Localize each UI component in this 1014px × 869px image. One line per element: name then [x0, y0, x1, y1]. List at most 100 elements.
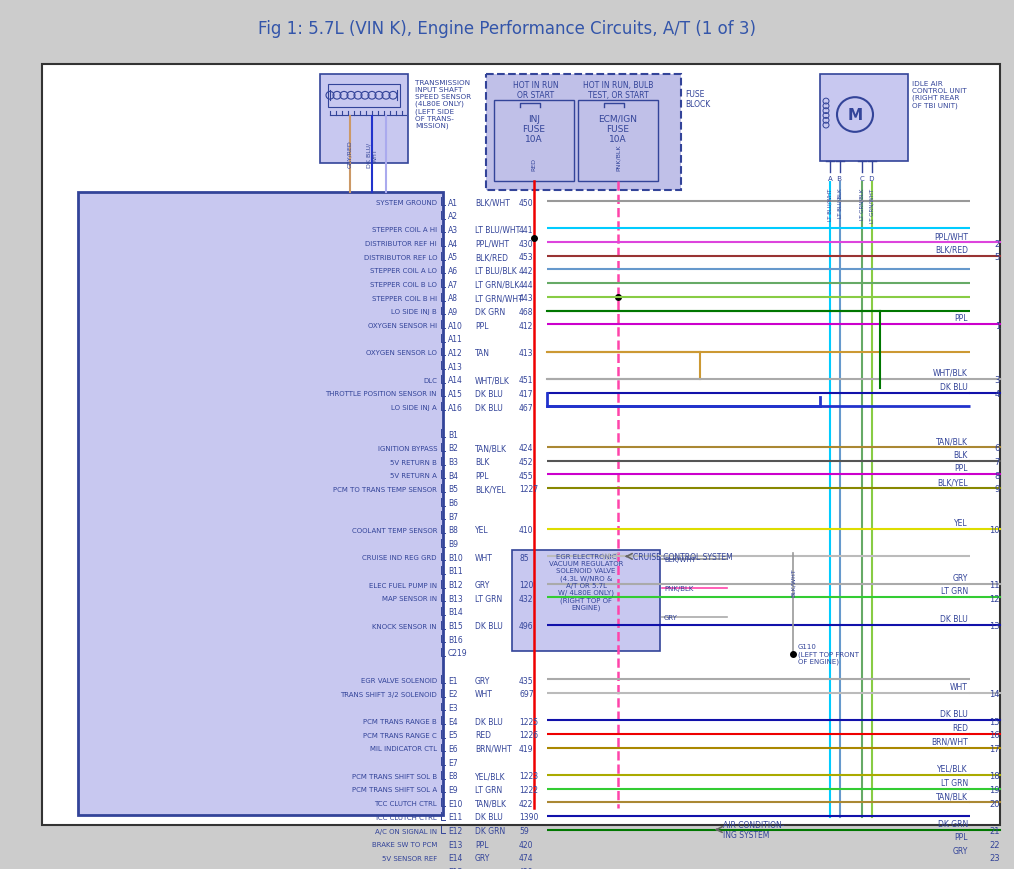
Text: 14: 14	[990, 689, 1000, 699]
Text: ECM/IGN
FUSE
10A: ECM/IGN FUSE 10A	[598, 115, 638, 144]
Text: DK GRN: DK GRN	[475, 826, 505, 835]
Text: WHT/BLK: WHT/BLK	[475, 376, 510, 385]
Text: HOT IN RUN
OR START: HOT IN RUN OR START	[513, 81, 559, 100]
Text: DK BLU: DK BLU	[475, 621, 503, 630]
Text: 410: 410	[519, 526, 533, 534]
Text: PNK/BLK: PNK/BLK	[664, 586, 694, 592]
Text: DK BLU/
WHT: DK BLU/ WHT	[367, 143, 377, 169]
Text: 2: 2	[995, 239, 1000, 249]
Text: 18: 18	[990, 772, 1000, 780]
Text: TRANS SHIFT 3/2 SOLENOID: TRANS SHIFT 3/2 SOLENOID	[341, 691, 437, 697]
Text: ELEC FUEL PUMP IN: ELEC FUEL PUMP IN	[369, 582, 437, 588]
Text: A7: A7	[448, 281, 458, 289]
Text: E2: E2	[448, 689, 457, 699]
Text: B5: B5	[448, 485, 458, 494]
Text: E11: E11	[448, 813, 462, 821]
Text: 1390: 1390	[519, 813, 538, 821]
Text: WHT: WHT	[950, 682, 968, 691]
Bar	[578, 101, 658, 182]
Text: A  B: A B	[828, 176, 842, 182]
Text: GRY: GRY	[475, 853, 491, 862]
Text: E14: E14	[448, 853, 462, 862]
Text: 455: 455	[519, 471, 533, 481]
Text: 439: 439	[519, 867, 533, 869]
Text: GRY: GRY	[952, 846, 968, 855]
Text: 11: 11	[990, 580, 1000, 589]
Text: 467: 467	[519, 403, 533, 412]
Text: BRN/WHT: BRN/WHT	[475, 744, 512, 753]
Text: 413: 413	[519, 348, 533, 357]
Text: BLK/WHT: BLK/WHT	[475, 198, 510, 208]
Text: PCM TRANS RANGE C: PCM TRANS RANGE C	[363, 732, 437, 738]
Text: LT GRN/WHT: LT GRN/WHT	[869, 189, 874, 222]
Text: BLK/RED: BLK/RED	[935, 246, 968, 255]
Text: 13: 13	[990, 621, 1000, 630]
Text: CRUISE CONTROL SYSTEM: CRUISE CONTROL SYSTEM	[633, 552, 733, 561]
Text: GRY: GRY	[475, 676, 491, 685]
Text: 17: 17	[990, 744, 1000, 753]
Text: DK BLU: DK BLU	[475, 813, 503, 821]
Text: LT GRN/BLK: LT GRN/BLK	[860, 189, 865, 220]
Text: RED: RED	[952, 723, 968, 732]
Text: 424: 424	[519, 444, 533, 453]
Text: 1222: 1222	[519, 785, 538, 794]
Text: E15: E15	[448, 867, 462, 869]
Text: 1226: 1226	[519, 731, 538, 740]
Text: WHT: WHT	[475, 554, 493, 562]
Text: WHT/BLK: WHT/BLK	[933, 368, 968, 377]
Text: DK GRN: DK GRN	[475, 308, 505, 316]
Text: 443: 443	[519, 294, 533, 303]
Text: GRY/RED: GRY/RED	[348, 141, 353, 169]
Text: LO SIDE INJ B: LO SIDE INJ B	[391, 309, 437, 315]
Text: TAN/BLK: TAN/BLK	[936, 792, 968, 800]
Text: A15: A15	[448, 389, 462, 399]
Text: E4: E4	[448, 717, 457, 726]
Text: STEPPER COIL B HI: STEPPER COIL B HI	[372, 295, 437, 302]
Text: E6: E6	[448, 744, 457, 753]
Text: 417: 417	[519, 389, 533, 399]
Text: PCM TRANS RANGE B: PCM TRANS RANGE B	[363, 719, 437, 725]
Text: PCM TO TRANS TEMP SENSOR: PCM TO TRANS TEMP SENSOR	[334, 487, 437, 493]
Text: BLK/WHT: BLK/WHT	[791, 567, 796, 596]
Text: COOLANT TEMP SENSOR: COOLANT TEMP SENSOR	[352, 527, 437, 534]
Text: STEPPER COIL A LO: STEPPER COIL A LO	[370, 269, 437, 274]
Text: DK BLU: DK BLU	[940, 614, 968, 623]
Text: 441: 441	[519, 226, 533, 235]
Text: 442: 442	[519, 267, 533, 275]
Text: LT GRN: LT GRN	[941, 778, 968, 786]
Text: B2: B2	[448, 444, 458, 453]
Text: A4: A4	[448, 239, 458, 249]
Text: LT BLU/BLK: LT BLU/BLK	[838, 189, 843, 218]
Text: E3: E3	[448, 703, 457, 713]
Text: BLK: BLK	[953, 450, 968, 459]
Text: 5V RETURN B: 5V RETURN B	[390, 459, 437, 465]
Text: GRY: GRY	[664, 614, 678, 620]
Text: E13: E13	[448, 839, 462, 849]
Text: 496: 496	[519, 621, 533, 630]
Text: OXYGEN SENSOR LO: OXYGEN SENSOR LO	[366, 350, 437, 356]
Text: B8: B8	[448, 526, 458, 534]
Text: YEL/BLK: YEL/BLK	[475, 772, 506, 780]
Text: 474: 474	[519, 853, 533, 862]
Text: 23: 23	[990, 853, 1000, 862]
Text: DISTRIBUTOR REF HI: DISTRIBUTOR REF HI	[365, 241, 437, 247]
Text: A5: A5	[448, 253, 458, 262]
Text: TCC CLUTCH CTRL: TCC CLUTCH CTRL	[374, 800, 437, 806]
Text: 412: 412	[519, 322, 533, 330]
Text: DK BLU: DK BLU	[475, 389, 503, 399]
Bar	[486, 75, 681, 190]
Text: 5: 5	[995, 253, 1000, 262]
Text: 435: 435	[519, 676, 533, 685]
Text: RED: RED	[531, 158, 536, 171]
Text: PPL: PPL	[475, 471, 489, 481]
Text: B4: B4	[448, 471, 458, 481]
Text: 1225: 1225	[519, 717, 538, 726]
Text: 15: 15	[990, 717, 1000, 726]
Bar	[494, 101, 574, 182]
Text: WHT: WHT	[475, 689, 493, 699]
Text: IGNITION BYPASS: IGNITION BYPASS	[377, 446, 437, 451]
Text: A1: A1	[448, 198, 458, 208]
Text: 21: 21	[990, 826, 1000, 835]
Text: A13: A13	[448, 362, 462, 371]
Text: PPL: PPL	[475, 839, 489, 849]
